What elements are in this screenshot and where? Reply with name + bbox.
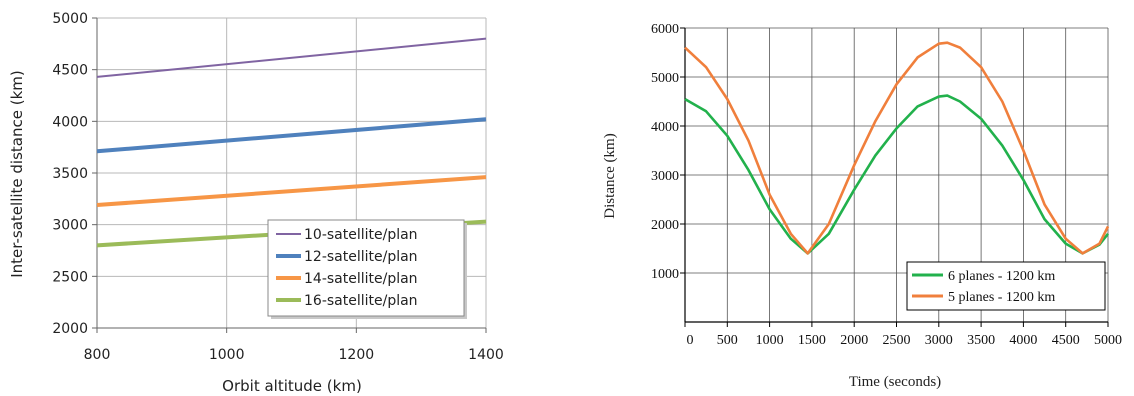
right-chart-axes: [680, 27, 1109, 327]
right-chart-legend-box: [906, 261, 1106, 311]
right-chart-legend: 6 planes - 1200 km 5 planes - 1200 km: [906, 261, 1106, 311]
left-chart-xtick-label: 1200: [339, 347, 375, 363]
right-chart-legend-label: 6 planes - 1200 km: [948, 269, 1055, 284]
left-chart-ylabel: Inter-satellite distance (km): [8, 70, 26, 278]
right-chart: 1000 2000 3000 4000 5000 6000 0 500 1000 1500 2000…: [602, 22, 1122, 390]
left-chart-xtick-label: 1400: [468, 347, 504, 363]
right-chart-ytick-label: 2000: [651, 218, 679, 233]
left-chart: 2000 2500 3000 3500 4000 4500 5000 800 1000 1200 1…: [8, 11, 504, 395]
left-chart-xlabel: Orbit altitude (km): [222, 377, 362, 395]
right-chart-xtick-label: 2000: [840, 333, 868, 348]
right-chart-ytick-label: 5000: [651, 71, 679, 86]
left-chart-ytick-label: 5000: [52, 11, 88, 27]
right-chart-legend-label: 5 planes - 1200 km: [948, 290, 1055, 305]
right-chart-xtick-label: 2500: [883, 333, 911, 348]
right-chart-series-line: [684, 94, 1110, 255]
left-chart-axes: [92, 17, 487, 333]
right-chart-xtick-label: 0: [687, 333, 694, 348]
left-chart-xtick-label: 1000: [209, 347, 245, 363]
right-chart-xtick-label: 5000: [1094, 333, 1122, 348]
right-chart-xlabel: Time (seconds): [849, 374, 941, 390]
right-chart-ytick-label: 6000: [651, 22, 679, 37]
left-chart-ytick-label: 4000: [52, 114, 88, 130]
right-chart-xtick-label: 500: [717, 333, 738, 348]
right-chart-ytick-label: 1000: [651, 267, 679, 282]
left-chart-series-line: [96, 175, 487, 208]
right-chart-series-line: [684, 41, 1110, 255]
right-chart-xtick-label: 4000: [1009, 333, 1037, 348]
right-chart-series: [684, 41, 1110, 255]
right-chart-ytick-label: 3000: [651, 169, 679, 184]
left-chart-series-line: [96, 37, 487, 78]
right-chart-xtick-label: 1500: [798, 333, 826, 348]
left-chart-legend-label: 14-satellite/plan: [304, 271, 418, 287]
left-chart-tick-labels: 2000 2500 3000 3500 4000 4500 5000 800 1000 1200 1…: [52, 11, 503, 363]
right-chart-ytick-label: 4000: [651, 120, 679, 135]
left-chart-legend-label: 12-satellite/plan: [304, 249, 418, 265]
left-chart-ytick-label: 2000: [52, 321, 88, 337]
right-chart-xtick-label: 3000: [925, 333, 953, 348]
right-chart-tick-labels: 1000 2000 3000 4000 5000 6000 0 500 1000 1500 2000…: [651, 22, 1122, 348]
left-chart-ytick-label: 3500: [52, 166, 88, 182]
left-chart-ytick-label: 3000: [52, 218, 88, 234]
left-chart-ytick-label: 2500: [52, 269, 88, 285]
right-chart-xtick-label: 3500: [967, 333, 995, 348]
right-chart-xtick-label: 4500: [1052, 333, 1080, 348]
left-chart-legend-label: 10-satellite/plan: [304, 227, 418, 243]
right-chart-xtick-label: 1000: [756, 333, 784, 348]
left-chart-xtick-label: 800: [84, 347, 111, 363]
left-chart-ytick-label: 4500: [52, 63, 88, 79]
left-chart-legend: 10-satellite/plan 12-satellite/plan 14-sat…: [267, 219, 467, 319]
left-chart-series-line: [96, 117, 487, 154]
right-chart-ylabel: Distance (km): [602, 133, 618, 218]
left-chart-legend-label: 16-satellite/plan: [304, 293, 418, 309]
